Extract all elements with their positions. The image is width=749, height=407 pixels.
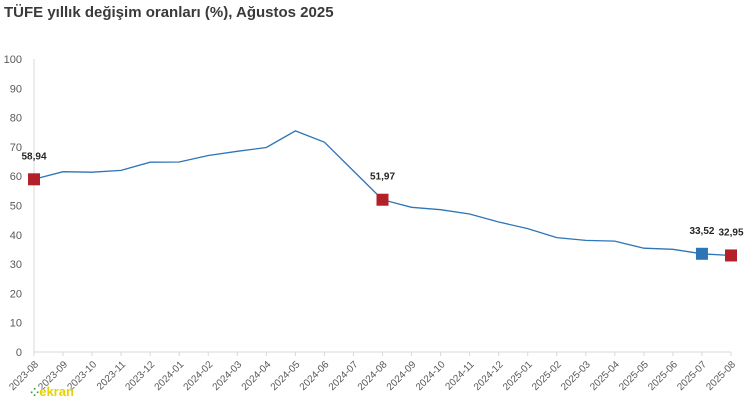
y-tick-label: 60: [10, 171, 22, 183]
x-tick-label: 2025-06: [646, 359, 680, 393]
x-tick-label: 2025-05: [617, 359, 651, 393]
y-tick-label: 10: [10, 318, 22, 330]
x-tick-label: 2024-12: [472, 359, 506, 393]
data-marker: [376, 193, 389, 206]
x-tick-label: 2025-08: [704, 359, 738, 393]
y-tick-label: 80: [10, 113, 22, 125]
logo-text: ekran: [39, 384, 74, 399]
x-tick-label: 2024-01: [153, 359, 187, 393]
y-axis: 0 10 20 30 40 50 60 70 80 90 100: [4, 54, 35, 359]
x-tick-label: 2024-02: [182, 359, 216, 393]
y-tick-label: 30: [10, 259, 22, 271]
x-tick-label: 2024-08: [356, 359, 390, 393]
x-tick-label: 2025-04: [588, 359, 622, 393]
data-marker: [695, 247, 708, 260]
data-label: 58,94: [21, 151, 46, 162]
x-tick-label: 2025-07: [675, 359, 709, 393]
y-tick-label: 90: [10, 83, 22, 95]
data-label: 51,97: [370, 172, 395, 183]
series-line: [33, 130, 732, 257]
data-marker: [28, 173, 40, 186]
x-tick-label: 2023-12: [124, 359, 158, 393]
x-tick-label: 2024-07: [327, 359, 361, 393]
data-label: 33,52: [689, 226, 714, 237]
x-tick-label: 2024-03: [211, 359, 245, 393]
x-tick-label: 2024-09: [385, 359, 419, 393]
x-tick-label: 2024-05: [269, 359, 303, 393]
x-tick-label: 2024-06: [298, 359, 332, 393]
y-tick-label: 50: [10, 201, 22, 213]
x-tick-label: 2023-11: [95, 359, 129, 393]
chart-title: TÜFE yıllık değişim oranları (%), Ağusto…: [4, 4, 334, 21]
x-tick-label: 2024-10: [414, 359, 448, 393]
x-axis: 2023-082023-092023-102023-112023-122024-…: [7, 351, 738, 393]
x-tick-label: 2025-01: [501, 359, 535, 393]
y-tick-label: 0: [16, 347, 22, 359]
ekran-logo: ⁘ekran: [30, 384, 74, 399]
y-tick-label: 100: [4, 54, 22, 66]
x-tick-label: 2025-03: [559, 359, 593, 393]
x-tick-label: 2024-11: [443, 359, 477, 393]
x-tick-label: 2024-04: [240, 359, 274, 393]
y-tick-label: 70: [10, 142, 22, 154]
data-label: 32,95: [718, 227, 743, 238]
data-marker: [725, 249, 737, 262]
y-tick-label: 20: [10, 288, 22, 300]
x-tick-label: 2025-02: [530, 359, 564, 393]
logo-mark: ⁘: [30, 387, 40, 399]
plot-area: 58,94 51,97 33,52 32,95: [21, 130, 744, 262]
y-tick-label: 40: [10, 230, 22, 242]
